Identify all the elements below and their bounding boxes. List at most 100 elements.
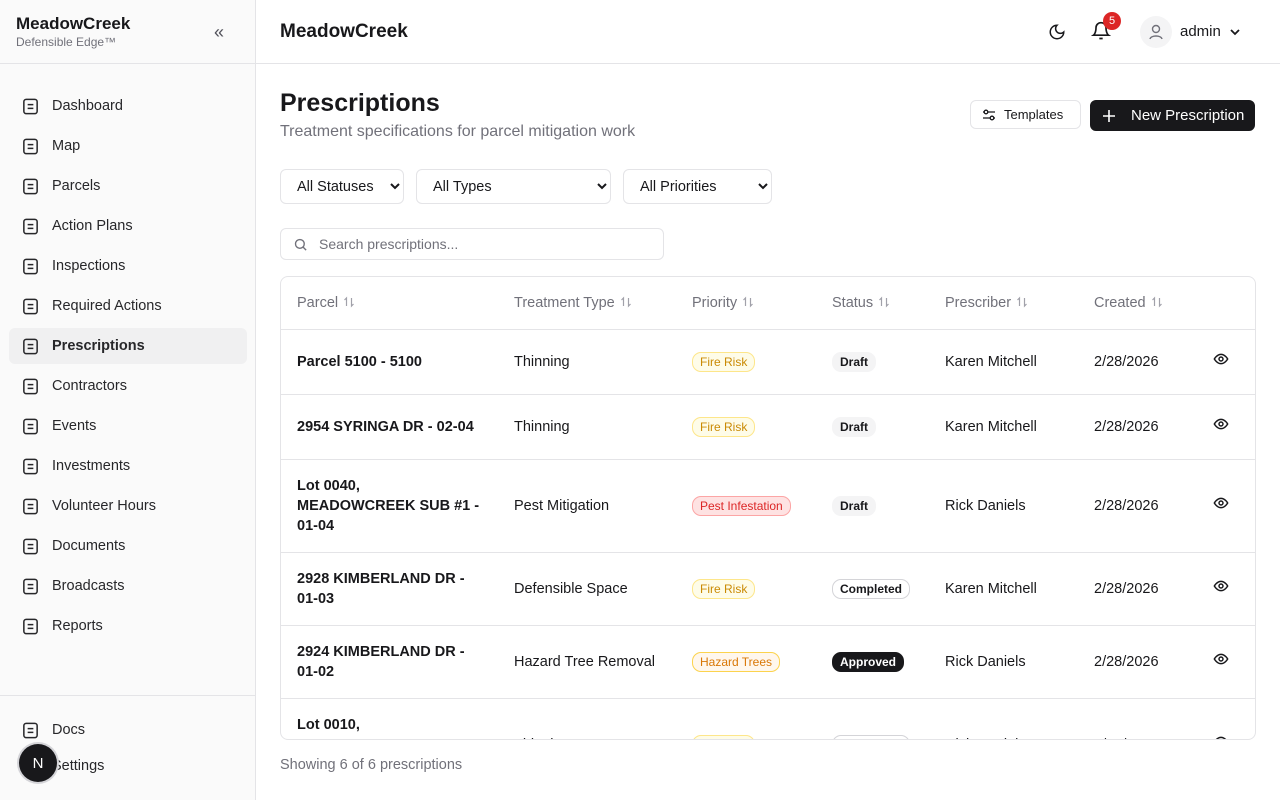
icon-shape <box>27 727 34 733</box>
nav-item[interactable]: Broadcasts <box>9 568 247 604</box>
table-cell: Pest Infestation <box>676 480 816 532</box>
icon-shape <box>1213 653 1229 665</box>
table-cell: Draft <box>816 401 929 453</box>
user-avatar[interactable] <box>1140 16 1172 48</box>
cell-text: Defensible Space <box>514 581 628 597</box>
collapse-button[interactable]: « <box>214 22 225 42</box>
table-row: 2924 KIMBERLAND DR - 01-02 Hazard Tree Re… <box>281 626 1255 699</box>
icon-shape <box>1218 583 1224 589</box>
cell-text: Pest Mitigation <box>514 498 610 514</box>
table-cell: Lot 0040, MEADOWCREEK SUB #1 - 01-04 <box>281 460 498 552</box>
nav-icon <box>23 258 38 274</box>
nav-item[interactable]: Map <box>9 128 247 164</box>
icon-shape <box>27 543 34 549</box>
priority-badge: Fire Risk <box>692 417 756 437</box>
table-cell <box>1191 335 1255 389</box>
icon-shape <box>27 223 34 229</box>
icon-shape <box>23 618 38 634</box>
icon-shape <box>27 143 34 149</box>
templates-button[interactable]: Templates <box>970 100 1081 129</box>
nav-item[interactable]: Prescriptions <box>9 328 247 364</box>
icon-shape <box>1218 421 1224 427</box>
nav-item[interactable]: Reports <box>9 608 247 644</box>
column-header[interactable]: Prescriber <box>929 277 1078 329</box>
view-button[interactable] <box>1213 351 1229 367</box>
table-cell: Completed <box>816 719 929 739</box>
cell-text: 2/28/2026 <box>1094 354 1159 370</box>
button-label: Templates <box>1004 107 1064 122</box>
column-label: Priority <box>692 295 738 311</box>
nav-item[interactable]: Volunteer Hours <box>9 488 247 524</box>
nav-item[interactable]: Events <box>9 408 247 444</box>
column-header[interactable]: Created <box>1078 277 1191 329</box>
table-cell: Thinning <box>498 401 676 453</box>
cell-text: Rick Daniels <box>945 654 1026 670</box>
status-filter[interactable]: All Statuses <box>280 169 404 204</box>
nav-item[interactable]: Docs <box>9 712 247 748</box>
priority-badge: Fire Risk <box>692 352 756 372</box>
cell-text: Thinning <box>514 737 570 739</box>
column-header[interactable]: Parcel <box>281 277 498 329</box>
search-input[interactable] <box>317 235 647 253</box>
cell-text: Karen Mitchell <box>945 419 1037 435</box>
table-cell: Pest Mitigation <box>498 480 676 532</box>
nav-label: Dashboard <box>52 98 123 114</box>
icon-shape <box>23 378 38 394</box>
icon-shape <box>344 296 355 308</box>
table-row: 2928 KIMBERLAND DR - 01-03 Defensible Spa… <box>281 553 1255 626</box>
table-cell: 2/28/2026 <box>1078 719 1191 739</box>
nav-item[interactable]: Action Plans <box>9 208 247 244</box>
status-badge: Completed <box>832 735 911 739</box>
column-header[interactable]: Treatment Type <box>498 277 676 329</box>
nav-item[interactable]: Documents <box>9 528 247 564</box>
chevron <box>1230 29 1240 36</box>
view-button[interactable] <box>1213 578 1229 594</box>
icon-shape <box>27 343 34 349</box>
table-cell: Karen Mitchell <box>929 336 1078 388</box>
table-cell: Thinning <box>498 336 676 388</box>
icon-shape <box>23 458 38 474</box>
column-header[interactable]: Priority <box>676 277 816 329</box>
priority-badge: Pest Infestation <box>692 496 791 516</box>
nav-label: Action Plans <box>52 218 133 234</box>
theme-toggle[interactable] <box>1048 23 1066 41</box>
table-cell <box>1191 635 1255 689</box>
nav-item[interactable]: Contractors <box>9 368 247 404</box>
nav-item[interactable]: Investments <box>9 448 247 484</box>
view-button[interactable] <box>1213 651 1229 667</box>
nav-item[interactable]: Inspections <box>9 248 247 284</box>
type-filter[interactable]: All Types <box>416 169 611 204</box>
nav-icon <box>23 498 38 514</box>
avatar[interactable]: N <box>19 744 57 782</box>
nav-item[interactable]: Parcels <box>9 168 247 204</box>
column-header[interactable]: Status <box>816 277 929 329</box>
notifications[interactable] <box>1091 21 1111 41</box>
nav-item[interactable]: Required Actions <box>9 288 247 324</box>
new-prescription-button[interactable]: New Prescription <box>1090 100 1255 131</box>
user-menu[interactable]: admin <box>1180 23 1221 40</box>
column-label: Treatment Type <box>514 295 615 311</box>
table-cell: Fire Risk <box>676 719 816 739</box>
cell-text: Lot 0010, MEADOWCREEK SUB #1 - 01-01 <box>297 717 479 739</box>
nav-icon <box>23 338 38 354</box>
table-cell: 2/28/2026 <box>1078 636 1191 688</box>
cell-text: Lot 0040, MEADOWCREEK SUB #1 - 01-04 <box>297 478 480 534</box>
icon-shape <box>23 138 38 154</box>
table-cell: Hazard Tree Removal <box>498 636 676 688</box>
nav-label: Volunteer Hours <box>52 498 156 514</box>
table-header: Parcel Treatment Type Priority Status Prescr… <box>281 277 1255 330</box>
view-button[interactable] <box>1213 495 1229 511</box>
view-button[interactable] <box>1213 416 1229 432</box>
icon-shape <box>743 296 754 308</box>
nav-item[interactable]: Dashboard <box>9 88 247 124</box>
icon-shape <box>23 298 38 314</box>
table-cell: 2/28/2026 <box>1078 480 1191 532</box>
table-cell <box>1191 479 1255 533</box>
priority-filter[interactable]: All Priorities <box>623 169 772 204</box>
icon-shape <box>23 98 38 114</box>
nav-label: Parcels <box>52 178 101 194</box>
table-cell: 2954 SYRINGA DR - 02-04 <box>281 401 498 453</box>
view-button[interactable] <box>1213 734 1229 740</box>
icon-shape <box>27 383 34 389</box>
